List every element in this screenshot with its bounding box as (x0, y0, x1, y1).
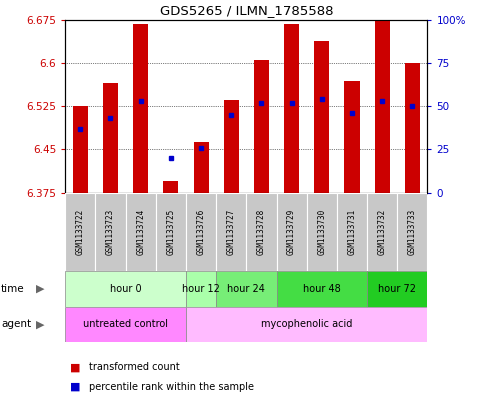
Text: ▶: ▶ (36, 319, 45, 329)
Bar (96, 193, 126, 271)
Text: GSM1133724: GSM1133724 (136, 209, 145, 255)
Bar (314, 41, 329, 193)
Bar (163, 181, 178, 193)
Bar (405, 63, 420, 193)
Bar (156, 193, 186, 271)
Bar (224, 100, 239, 193)
Bar (73, 106, 88, 193)
Text: GSM1133733: GSM1133733 (408, 209, 417, 255)
Bar (337, 193, 367, 271)
Text: GSM1133727: GSM1133727 (227, 209, 236, 255)
Text: ▶: ▶ (36, 284, 45, 294)
Text: untreated control: untreated control (83, 319, 168, 329)
Bar (216, 271, 276, 307)
Text: mycophenolic acid: mycophenolic acid (261, 319, 353, 329)
Text: GSM1133732: GSM1133732 (378, 209, 387, 255)
Bar (194, 142, 209, 193)
Text: agent: agent (1, 319, 31, 329)
Text: percentile rank within the sample: percentile rank within the sample (89, 382, 255, 392)
Text: GSM1133730: GSM1133730 (317, 209, 327, 255)
Text: hour 48: hour 48 (303, 284, 341, 294)
Text: GSM1133723: GSM1133723 (106, 209, 115, 255)
Bar (186, 307, 427, 342)
Bar (276, 271, 367, 307)
Text: ■: ■ (70, 362, 81, 373)
Text: hour 72: hour 72 (378, 284, 416, 294)
Bar (284, 24, 299, 193)
Text: GSM1133731: GSM1133731 (347, 209, 356, 255)
Text: GSM1133726: GSM1133726 (197, 209, 206, 255)
Bar (375, 21, 390, 193)
Bar (246, 193, 276, 271)
Bar (103, 83, 118, 193)
Bar (397, 193, 427, 271)
Bar (126, 193, 156, 271)
Bar (186, 193, 216, 271)
Title: GDS5265 / ILMN_1785588: GDS5265 / ILMN_1785588 (159, 4, 333, 17)
Bar (65, 271, 186, 307)
Bar (216, 193, 246, 271)
Text: hour 0: hour 0 (110, 284, 142, 294)
Text: ■: ■ (70, 382, 81, 392)
Bar (186, 271, 216, 307)
Bar (367, 271, 427, 307)
Text: GSM1133725: GSM1133725 (166, 209, 175, 255)
Text: hour 12: hour 12 (182, 284, 220, 294)
Text: GSM1133729: GSM1133729 (287, 209, 296, 255)
Text: time: time (1, 284, 25, 294)
Bar (254, 60, 269, 193)
Text: GSM1133722: GSM1133722 (76, 209, 85, 255)
Bar (276, 193, 307, 271)
Bar (367, 193, 397, 271)
Text: GSM1133728: GSM1133728 (257, 209, 266, 255)
Bar (65, 307, 186, 342)
Bar (344, 81, 359, 193)
Text: transformed count: transformed count (89, 362, 180, 373)
Bar (307, 193, 337, 271)
Text: hour 24: hour 24 (227, 284, 265, 294)
Bar (133, 24, 148, 193)
Bar (65, 193, 96, 271)
